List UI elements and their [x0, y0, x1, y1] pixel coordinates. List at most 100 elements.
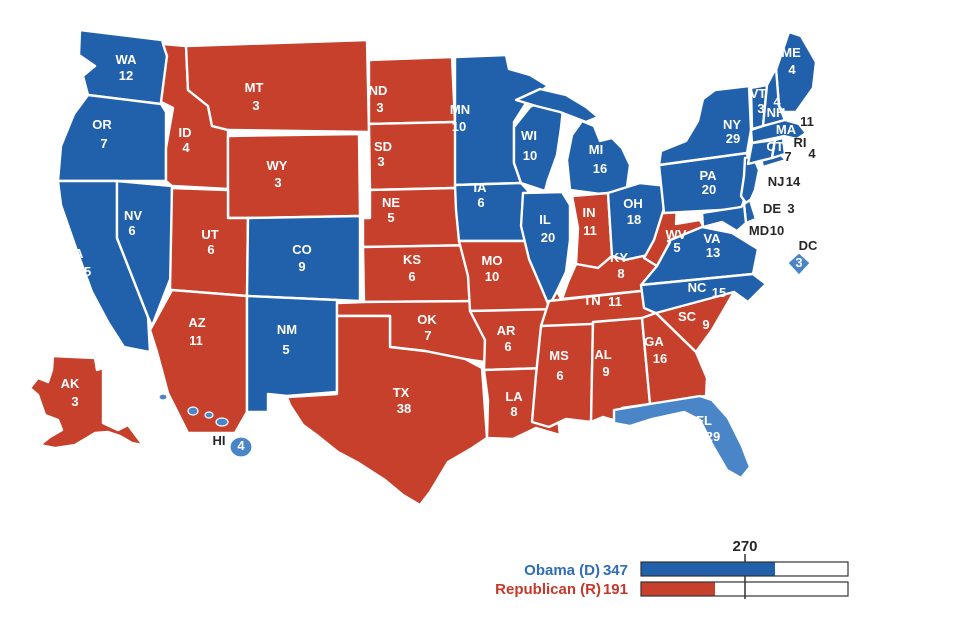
- votes-nv: 6: [128, 223, 135, 238]
- votes-md: 10: [770, 223, 784, 238]
- label-ct: CT: [766, 139, 783, 154]
- votes-va: 13: [706, 245, 720, 260]
- votes-wa: 12: [119, 68, 133, 83]
- label-mi: MI: [589, 142, 603, 157]
- state-nc: [639, 272, 768, 316]
- votes-ne: 5: [387, 210, 394, 225]
- votes-id: 4: [182, 140, 190, 155]
- state-wa: [77, 28, 169, 106]
- state-dc: [785, 250, 813, 278]
- legend-label-democrat: Obama (D): [524, 562, 600, 579]
- legend-bar-border-republican: [640, 581, 849, 597]
- state-fl: [612, 394, 752, 480]
- label-nm: NM: [277, 322, 297, 337]
- state-il: [519, 190, 572, 308]
- hi-island-1: [158, 393, 168, 401]
- state-md: [700, 202, 748, 233]
- label-wy: WY: [267, 158, 288, 173]
- votes-nd: 3: [376, 100, 383, 115]
- label-de: DE: [763, 201, 781, 216]
- state-sc: [654, 290, 736, 354]
- votes-az: 11: [189, 333, 203, 348]
- state-labels-layer: WA 12 OR 7 CA 55 NV 6 ID 4 MT 3 WY 3 UT …: [61, 45, 818, 453]
- label-hi: HI: [213, 433, 226, 448]
- state-nh: [761, 66, 787, 128]
- legend-votes-republican: 191: [603, 581, 628, 598]
- votes-wy: 3: [274, 175, 281, 190]
- votes-tx: 38: [397, 401, 411, 416]
- legend: 270 Obama (D) 347 Republican (R) 191: [495, 538, 849, 599]
- label-oh: OH: [623, 196, 643, 211]
- label-ca: CA: [65, 246, 84, 261]
- label-or: OR: [92, 117, 112, 132]
- votes-de: 3: [787, 201, 794, 216]
- label-nv: NV: [124, 208, 142, 223]
- votes-nm: 5: [282, 342, 289, 357]
- hi-island-4: [215, 417, 229, 427]
- label-in: IN: [583, 205, 596, 220]
- votes-mn: 10: [452, 119, 466, 134]
- label-co: CO: [292, 242, 312, 257]
- votes-hi: 4: [237, 438, 245, 453]
- votes-ca: 55: [77, 264, 91, 279]
- label-pa: PA: [699, 168, 717, 183]
- label-dc: DC: [799, 238, 818, 253]
- label-la: LA: [505, 389, 523, 404]
- votes-pa: 20: [702, 182, 716, 197]
- legend-bar-fill-republican: [641, 582, 715, 596]
- label-wa: WA: [116, 52, 138, 67]
- hi-island-2: [187, 406, 199, 416]
- legend-bar-border-democrat: [640, 561, 849, 577]
- label-mn: MN: [450, 102, 470, 117]
- label-tn: TN: [583, 293, 600, 308]
- state-ak: [28, 354, 145, 450]
- label-fl: FL: [696, 413, 712, 428]
- votes-nc: 15: [712, 285, 726, 300]
- label-ga: GA: [644, 334, 664, 349]
- votes-vt: 3: [757, 101, 764, 116]
- votes-mo: 10: [485, 269, 499, 284]
- votes-sd: 3: [377, 154, 384, 169]
- state-or: [56, 93, 168, 183]
- label-ar: AR: [497, 323, 516, 338]
- label-ok: OK: [417, 312, 437, 327]
- votes-oh: 18: [627, 212, 641, 227]
- votes-ar: 6: [504, 339, 511, 354]
- state-ny: [657, 84, 753, 167]
- votes-ok: 7: [424, 328, 431, 343]
- label-mt: MT: [245, 80, 264, 95]
- label-id: ID: [179, 125, 192, 140]
- label-nh: NH: [767, 105, 786, 120]
- legend-threshold-label: 270: [732, 538, 757, 555]
- votes-la: 8: [510, 404, 517, 419]
- votes-ga: 16: [653, 351, 667, 366]
- label-me: ME: [781, 45, 801, 60]
- votes-il: 20: [541, 230, 555, 245]
- votes-ct: 7: [784, 149, 791, 164]
- label-nj: NJ: [768, 174, 785, 189]
- label-az: AZ: [188, 315, 205, 330]
- votes-ut: 6: [207, 242, 214, 257]
- label-ma: MA: [776, 122, 797, 137]
- votes-tn: 11: [608, 294, 622, 309]
- votes-fl: 29: [706, 429, 720, 444]
- label-wv: WV: [666, 227, 687, 242]
- label-tx: TX: [393, 385, 410, 400]
- votes-ms: 6: [556, 368, 563, 383]
- hi-island-big: [229, 436, 253, 458]
- label-nd: ND: [369, 83, 388, 98]
- state-mt: [184, 38, 371, 134]
- votes-nh: 4: [773, 94, 781, 109]
- state-wy: [226, 132, 362, 220]
- state-tx: [285, 314, 489, 507]
- label-mo: MO: [482, 253, 503, 268]
- label-ks: KS: [403, 252, 421, 267]
- label-ak: AK: [61, 376, 80, 391]
- votes-mi: 16: [593, 161, 607, 176]
- votes-ri: 4: [808, 146, 816, 161]
- label-al: AL: [594, 347, 611, 362]
- label-ne: NE: [382, 195, 400, 210]
- label-ms: MS: [549, 348, 569, 363]
- label-ny: NY: [723, 117, 741, 132]
